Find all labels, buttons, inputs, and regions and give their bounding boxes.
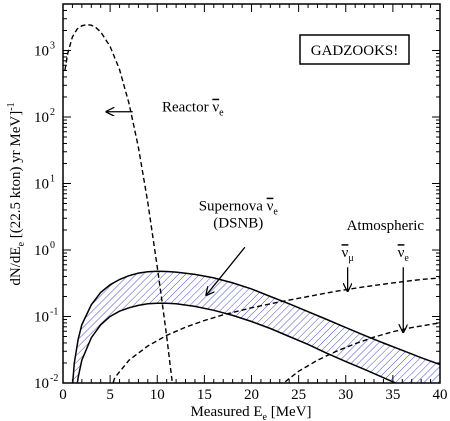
x-tick-label-30: 30: [338, 387, 353, 403]
annotation-text: Supernova: [199, 199, 267, 215]
x-tick-label-0: 0: [59, 387, 67, 403]
annotation-3: Atmospheric: [347, 218, 425, 234]
x-tick-label-5: 5: [106, 387, 114, 403]
atmospheric-e-curve: [282, 322, 440, 383]
annotation-text: Reactor: [162, 100, 212, 116]
y-axis-title-subscript: e: [16, 241, 27, 246]
svg-text:dN/dEe [(22.5 kton) yr MeV]-1: dN/dEe [(22.5 kton) yr MeV]-1: [6, 102, 27, 285]
y-tick-exponent-2: 2: [50, 107, 55, 118]
y-tick-label-10-1: 10: [34, 176, 49, 192]
atmospheric-curve: [112, 277, 440, 383]
x-tick-label-40: 40: [433, 387, 448, 403]
gadzooks-frame: [299, 34, 410, 65]
y-tick-label-10-0: 10: [34, 243, 49, 259]
y-axis-title-superscript: -1: [6, 102, 17, 110]
annotation-text: Atmospheric: [347, 218, 425, 234]
annotation-1: Reactor νe: [106, 100, 224, 119]
gadzooks-label: GADZOOKS!: [311, 43, 399, 59]
x-tick-label-15: 15: [197, 387, 212, 403]
x-axis-title-unit: [MeV]: [271, 404, 312, 420]
x-tick-label-25: 25: [291, 387, 306, 403]
dsnb-band-layer: [72, 271, 440, 383]
reactor-e-curve: [64, 23, 174, 383]
annotation-5-line-1: νe: [398, 245, 410, 264]
annotation-nu-bar: ν: [398, 245, 405, 261]
y-tick-exponent-1: 1: [50, 173, 55, 184]
supernova-e-dsnb-upper-curve: [71, 270, 440, 383]
annotation-subscript: μ: [348, 253, 353, 264]
annotation-subscript: e: [219, 108, 224, 119]
annotation-2-line-2: (DSNB): [213, 216, 263, 232]
annotation-4: νμ: [342, 245, 354, 291]
x-tick-label-35: 35: [385, 387, 400, 403]
supernova-e-dsnb-lower-curve: [76, 302, 398, 383]
x-axis-title-main: Measured E: [190, 404, 262, 420]
annotation-subscript: e: [273, 207, 278, 218]
curve-layer: [64, 23, 440, 383]
y-tick-label-10-2: 10: [34, 376, 49, 392]
annotation-2-arrow: [206, 246, 246, 295]
y-tick-exponent-0: 0: [50, 240, 55, 251]
annotation-3-line-1: Atmospheric: [347, 218, 425, 234]
annotation-nu-bar: ν: [267, 199, 274, 215]
x-axis-title: Measured Ee [MeV]: [190, 404, 311, 421]
annotation-nu-bar: ν: [212, 100, 219, 116]
y-axis-title: dN/dEe [(22.5 kton) yr MeV]-1: [6, 102, 27, 285]
annotation-nu-bar: ν: [342, 245, 349, 261]
annotation-1-line-1: Reactor νe: [162, 100, 224, 119]
annotation-2: Supernova νe(DSNB): [199, 199, 279, 295]
y-axis-title-unit: [(22.5 kton) yr MeV]: [8, 111, 24, 238]
x-axis-title-subscript: e: [263, 412, 268, 421]
y-tick-label-10-3: 10: [34, 43, 49, 59]
svg-text:Measured Ee [MeV]: Measured Ee [MeV]: [190, 404, 311, 421]
x-tick-label-20: 20: [244, 387, 259, 403]
supernova-e-dsnb-band-fill: [72, 271, 440, 383]
x-tick-label-10: 10: [150, 387, 165, 403]
y-tick-label-10-2: 10: [34, 110, 49, 126]
y-tick-exponent-3: 3: [50, 40, 55, 51]
y-tick-exponent-2: -2: [50, 373, 58, 384]
annotation-4-line-1: νμ: [342, 245, 354, 264]
y-tick-exponent-1: -1: [50, 306, 58, 317]
y-axis-title-main: dN/dE: [8, 246, 24, 285]
annotation-2-line-1: Supernova νe: [199, 199, 279, 218]
annotation-5: νe: [398, 245, 410, 332]
annotation-subscript: e: [404, 253, 409, 264]
annotation-text: (DSNB): [213, 216, 263, 232]
y-tick-label-10-1: 10: [34, 309, 49, 325]
gadzooks-label-box: GADZOOKS!: [299, 34, 410, 65]
